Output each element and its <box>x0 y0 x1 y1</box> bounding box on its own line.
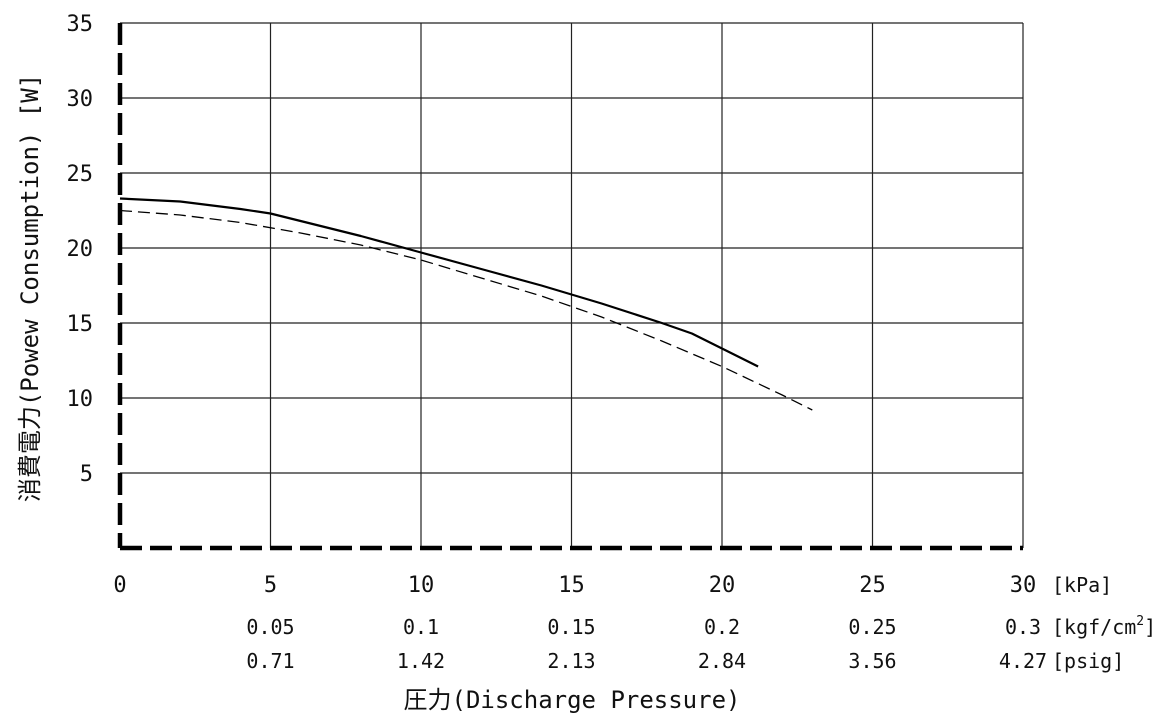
y-tick-label: 35 <box>67 12 94 37</box>
secondary-unit-label: [kgf/cm2] <box>1052 614 1156 639</box>
secondary-unit-rows: 0.05 0.1 0.15 0.2 0.25 0.3 [kgf/cm2] 0.71 1.42 2.… <box>246 614 1156 673</box>
secondary-tick-label: 0.1 <box>403 615 439 639</box>
x-tick-labels: 0 5 10 15 20 25 30 [kPa] <box>113 573 1112 598</box>
x-unit-label: [kPa] <box>1052 573 1112 597</box>
x-tick-label: 15 <box>558 573 585 598</box>
axes <box>117 23 1023 551</box>
series-line-solid <box>119 197 759 368</box>
secondary-tick-label: 0.25 <box>848 615 896 639</box>
series-line-dashed <box>119 209 813 411</box>
secondary-tick-label: 0.15 <box>547 615 595 639</box>
secondary-tick-label: 0.05 <box>246 615 294 639</box>
series-group <box>119 197 813 411</box>
secondary-tick-label: 0.71 <box>246 649 294 673</box>
y-tick-label: 30 <box>67 87 94 112</box>
x-tick-label: 30 <box>1010 573 1037 598</box>
secondary-tick-label: 3.56 <box>848 649 896 673</box>
x-tick-label: 25 <box>859 573 886 598</box>
y-tick-label: 25 <box>67 162 94 187</box>
unit-superscript: 2 <box>1136 614 1144 629</box>
y-tick-label: 15 <box>67 312 94 337</box>
x-tick-label: 20 <box>709 573 736 598</box>
y-tick-label: 5 <box>80 462 93 487</box>
secondary-tick-label: 0.2 <box>704 615 740 639</box>
x-tick-label: 0 <box>113 573 126 598</box>
secondary-unit-label: [psig] <box>1052 649 1124 673</box>
secondary-tick-label: 0.3 <box>1005 615 1041 639</box>
grid <box>120 22 1024 548</box>
y-tick-labels: 5 10 15 20 25 30 35 <box>67 12 94 487</box>
y-tick-label: 20 <box>67 237 94 262</box>
y-axis-title: 消費電力(Powew Consumption) [W] <box>16 74 44 502</box>
x-axis-title: 圧力(Discharge Pressure) <box>404 686 741 714</box>
x-tick-label: 5 <box>264 573 277 598</box>
secondary-tick-label: 2.13 <box>547 649 595 673</box>
y-tick-label: 10 <box>67 387 94 412</box>
secondary-tick-label: 1.42 <box>397 649 445 673</box>
secondary-tick-label: 4.27 <box>999 649 1047 673</box>
x-tick-label: 10 <box>408 573 435 598</box>
secondary-tick-label: 2.84 <box>698 649 746 673</box>
